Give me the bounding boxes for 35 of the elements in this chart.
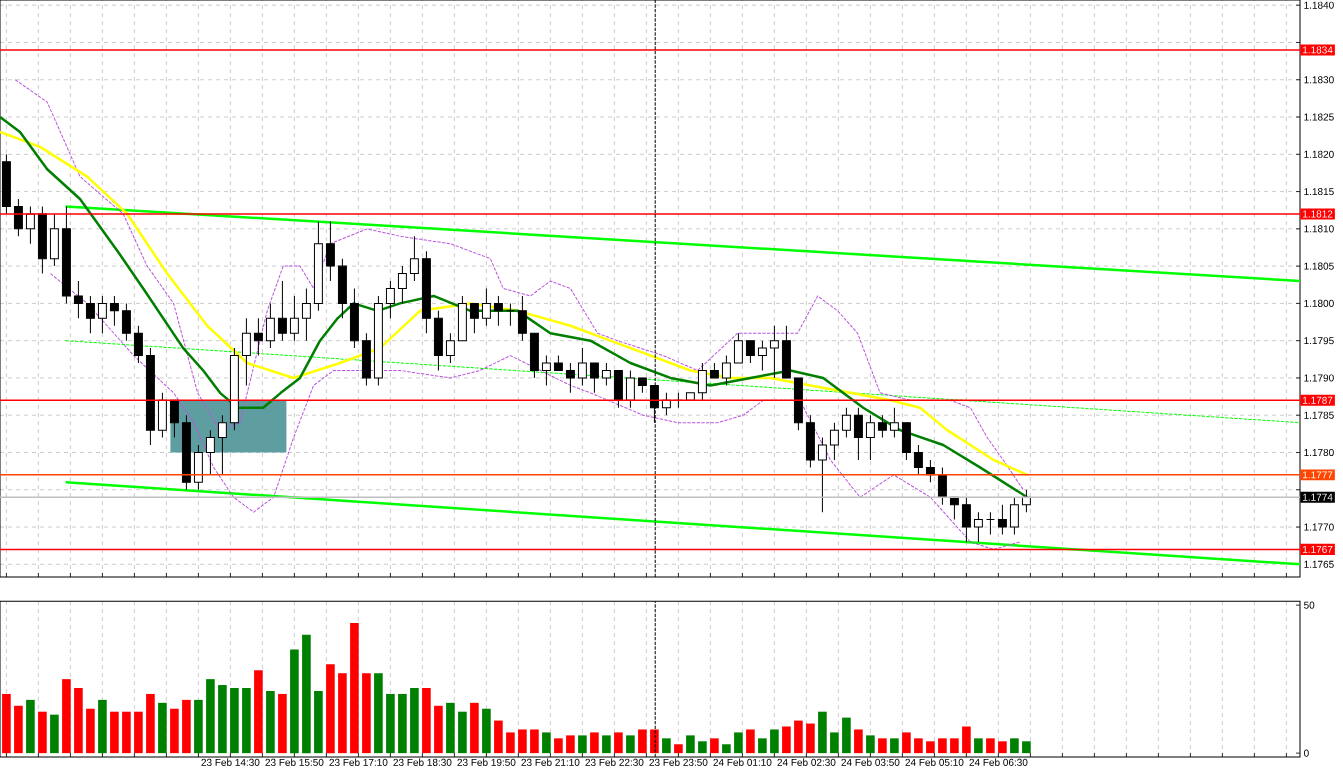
- ref-line-label: 1.1767: [1303, 545, 1333, 553]
- y-tick-label: 1.1815: [1304, 188, 1334, 196]
- y-tick-label: 1.1795: [1304, 337, 1334, 345]
- x-tick-label: 23 Feb 23:50: [649, 758, 708, 766]
- x-tick-label: 24 Feb 02:30: [777, 758, 836, 766]
- y-tick-label: 1.1770: [1304, 523, 1334, 531]
- y-tick-label: 1.1830: [1304, 76, 1334, 84]
- y-tick-label: 1.1810: [1304, 225, 1334, 233]
- x-tick-label: 24 Feb 03:50: [841, 758, 900, 766]
- y-tick-label: 1.1825: [1304, 113, 1334, 121]
- y-tick-label: 1.1790: [1304, 374, 1334, 382]
- ref-line-label: 1.1787: [1303, 396, 1333, 404]
- ref-line-label: 1.1834: [1303, 46, 1333, 54]
- y-tick-label: 1.1820: [1304, 150, 1334, 158]
- y-tick-label: 1.1765: [1304, 560, 1334, 568]
- y-tick-label: 50: [1304, 601, 1315, 609]
- y-tick-label: 1.1785: [1304, 411, 1334, 419]
- ref-line-label: 1.1777: [1303, 471, 1333, 479]
- y-tick-label: 0: [1304, 749, 1309, 757]
- x-tick-label: 23 Feb 19:50: [457, 758, 516, 766]
- x-tick-label: 24 Feb 05:10: [905, 758, 964, 766]
- x-tick-label: 23 Feb 18:30: [393, 758, 452, 766]
- y-tick-label: 1.1780: [1304, 448, 1334, 457]
- x-tick-label: 23 Feb 15:50: [265, 758, 324, 766]
- x-tick-label: 23 Feb 17:10: [329, 758, 388, 766]
- ref-line-label: 1.1812: [1303, 210, 1333, 218]
- x-tick-label: 23 Feb 14:30: [201, 758, 260, 766]
- x-tick-label: 23 Feb 21:10: [521, 758, 580, 766]
- y-tick-label: 1.1805: [1304, 262, 1334, 270]
- x-tick-label: 24 Feb 06:30: [969, 758, 1028, 766]
- y-tick-label: 1.1800: [1304, 299, 1334, 307]
- y-tick-label: 1.1840: [1304, 1, 1334, 9]
- annotation: 1.1774: [1303, 493, 1333, 501]
- x-tick-label: 24 Feb 01:10: [713, 758, 772, 766]
- x-tick-label: 23 Feb 22:30: [585, 758, 644, 766]
